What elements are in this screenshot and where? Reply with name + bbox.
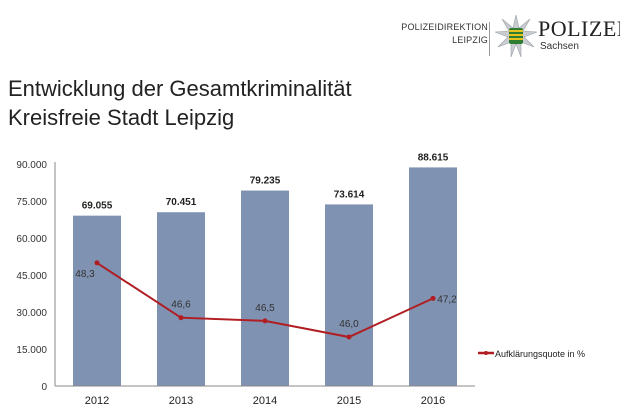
y-tick-label: 45.000	[16, 271, 47, 282]
bar-data-label: 88.615	[418, 152, 449, 163]
logo-text: POLIZEI	[538, 16, 620, 41]
line-point-2014	[262, 318, 268, 324]
y-tick-label: 0	[41, 382, 47, 393]
org-line1: POLIZEIDIREKTION	[401, 22, 488, 32]
line-data-label: 48,3	[75, 269, 95, 280]
y-tick-label: 30.000	[16, 308, 47, 319]
line-data-label: 47,2	[437, 294, 457, 305]
bar-2014	[241, 190, 289, 386]
y-tick-label: 15.000	[16, 345, 47, 356]
line-data-label: 46,5	[255, 303, 275, 314]
page-title: Entwicklung der Gesamtkriminalität Kreis…	[8, 74, 352, 132]
bar-data-label: 73.614	[334, 189, 365, 200]
title-line2: Kreisfreie Stadt Leipzig	[8, 105, 235, 130]
police-star-logo-icon	[494, 14, 538, 58]
y-tick-label: 90.000	[16, 160, 47, 171]
header-divider	[489, 22, 490, 56]
bar-data-label: 70.451	[166, 197, 197, 208]
title-line1: Entwicklung der Gesamtkriminalität	[8, 76, 352, 101]
line-point-2013	[178, 315, 184, 321]
x-tick-label: 2012	[85, 395, 109, 407]
logo-subtext: Sachsen	[540, 41, 579, 52]
y-tick-label: 75.000	[16, 197, 47, 208]
bar-2015	[325, 204, 373, 386]
x-tick-label: 2013	[169, 395, 193, 407]
bar-data-label: 69.055	[82, 201, 113, 212]
x-tick-label: 2014	[253, 395, 277, 407]
bar-data-label: 79.235	[250, 176, 281, 187]
legend-label: Aufklärungsquote in %	[495, 349, 585, 359]
bar-2016	[409, 167, 457, 386]
x-tick-label: 2015	[337, 395, 361, 407]
line-point-2015	[346, 334, 352, 340]
legend-marker-icon	[484, 351, 488, 355]
line-point-2012	[94, 260, 100, 266]
org-name: POLIZEIDIREKTION LEIPZIG	[401, 21, 488, 47]
line-data-label: 46,6	[171, 300, 191, 311]
x-tick-label: 2016	[421, 395, 445, 407]
line-data-label: 46,0	[339, 319, 359, 330]
bar-2012	[73, 215, 121, 386]
bar-2013	[157, 212, 205, 386]
y-tick-label: 60.000	[16, 234, 47, 245]
line-point-2016	[430, 295, 436, 301]
org-line2: LEIPZIG	[452, 35, 488, 45]
